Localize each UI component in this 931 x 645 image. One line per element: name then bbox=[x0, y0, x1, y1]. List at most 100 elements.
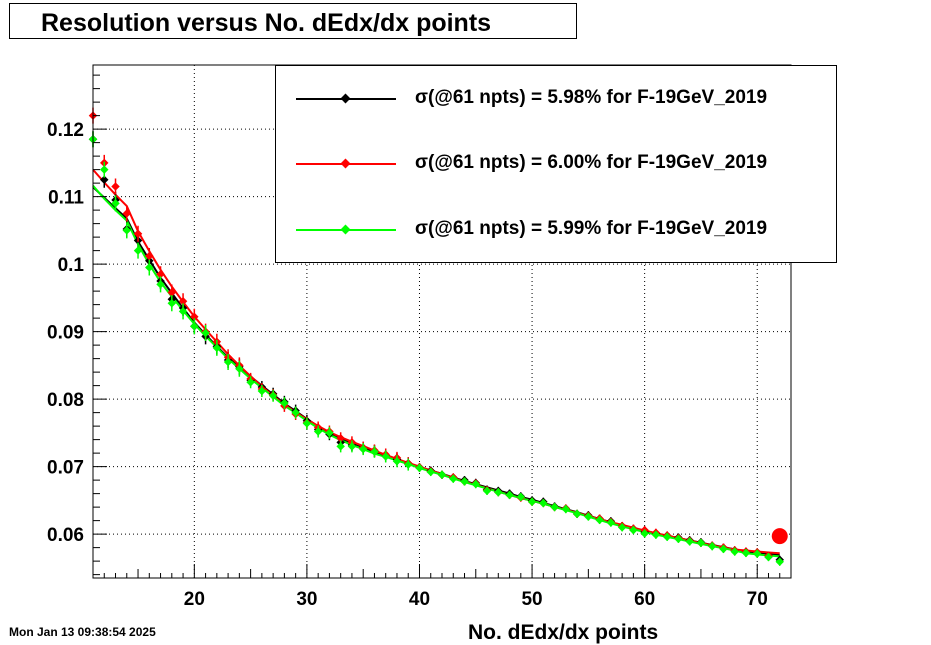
data-point bbox=[235, 364, 244, 373]
data-point bbox=[730, 547, 739, 556]
axis-ticks bbox=[92, 74, 792, 578]
legend-entry-black: σ(@61 npts) = 5.98% for F-19GeV_2019 bbox=[276, 84, 836, 114]
data-point bbox=[505, 490, 514, 500]
data-point bbox=[280, 398, 289, 408]
data-point bbox=[167, 299, 177, 308]
x-tick-label: 30 bbox=[296, 589, 317, 610]
data-point bbox=[268, 391, 278, 400]
x-tick-label: 50 bbox=[521, 589, 542, 610]
y-tick-label: 0.1 bbox=[58, 255, 85, 276]
data-point bbox=[617, 523, 627, 532]
legend-marker-red bbox=[340, 158, 351, 169]
data-point bbox=[201, 328, 210, 338]
data-point bbox=[190, 312, 199, 322]
legend-entry-red: σ(@61 npts) = 6.00% for F-19GeV_2019 bbox=[276, 149, 836, 179]
legend-label-red: σ(@61 npts) = 6.00% for F-19GeV_2019 bbox=[415, 152, 768, 173]
data-point bbox=[719, 544, 728, 554]
data-point bbox=[403, 460, 413, 469]
timestamp: Mon Jan 13 09:38:54 2025 bbox=[9, 625, 156, 639]
legend-label-black: σ(@61 npts) = 5.98% for F-19GeV_2019 bbox=[415, 87, 768, 108]
data-point bbox=[392, 456, 402, 466]
data-point bbox=[437, 470, 447, 479]
x-tick-label: 60 bbox=[634, 589, 655, 610]
data-point bbox=[606, 518, 616, 527]
data-point bbox=[145, 251, 154, 261]
data-point bbox=[246, 378, 255, 387]
data-point bbox=[415, 463, 424, 473]
y-tick-label: 0.09 bbox=[47, 323, 84, 344]
data-point bbox=[133, 229, 143, 238]
data-point bbox=[381, 452, 390, 461]
data-point bbox=[145, 263, 154, 272]
data-point bbox=[325, 428, 334, 438]
y-tick-label: 0.11 bbox=[48, 188, 84, 209]
data-point bbox=[595, 515, 604, 525]
data-point bbox=[651, 530, 661, 540]
data-point bbox=[527, 497, 537, 506]
data-point bbox=[550, 502, 559, 512]
data-points bbox=[88, 107, 788, 567]
legend-entry-green: σ(@61 npts) = 5.99% for F-19GeV_2019 bbox=[276, 215, 836, 245]
outlier-point bbox=[771, 528, 788, 545]
data-point bbox=[336, 442, 345, 451]
data-point bbox=[370, 447, 379, 457]
data-point bbox=[572, 509, 582, 519]
data-point bbox=[460, 477, 469, 486]
data-point bbox=[122, 209, 132, 218]
legend: σ(@61 npts) = 5.98% for F-19GeV_2019 σ(@… bbox=[275, 65, 837, 263]
data-point bbox=[133, 246, 143, 255]
data-point bbox=[629, 525, 638, 535]
x-tick-label: 20 bbox=[184, 589, 205, 610]
data-point bbox=[223, 357, 233, 367]
legend-label-green: σ(@61 npts) = 5.99% for F-19GeV_2019 bbox=[415, 218, 768, 239]
data-point bbox=[257, 386, 267, 396]
x-axis-label: No. dEdx/dx points bbox=[468, 621, 658, 644]
legend-marker-black bbox=[340, 93, 351, 104]
data-point bbox=[313, 427, 323, 436]
data-point bbox=[707, 542, 717, 551]
data-point bbox=[347, 442, 357, 451]
data-point bbox=[178, 307, 188, 316]
data-point bbox=[741, 548, 751, 558]
data-point bbox=[167, 288, 177, 297]
y-tick-label: 0.06 bbox=[47, 525, 84, 546]
data-point bbox=[640, 529, 649, 538]
data-point bbox=[358, 444, 368, 454]
data-point bbox=[449, 474, 458, 484]
data-point bbox=[696, 538, 706, 548]
data-point bbox=[156, 270, 165, 279]
data-point bbox=[111, 182, 120, 191]
data-point bbox=[494, 488, 503, 497]
y-tick-label: 0.08 bbox=[47, 390, 84, 411]
data-point bbox=[482, 486, 492, 496]
data-point bbox=[178, 297, 188, 306]
data-point bbox=[111, 199, 120, 208]
data-point bbox=[662, 532, 672, 542]
data-point bbox=[212, 343, 222, 353]
data-point bbox=[190, 321, 199, 331]
x-tick-label: 40 bbox=[409, 589, 430, 610]
data-point bbox=[336, 434, 345, 443]
data-point bbox=[539, 498, 548, 508]
data-point bbox=[302, 419, 312, 428]
data-point bbox=[685, 537, 694, 546]
y-tick-label: 0.07 bbox=[47, 458, 84, 479]
data-point bbox=[291, 408, 300, 417]
data-point bbox=[775, 557, 784, 567]
data-point bbox=[764, 552, 773, 562]
data-point bbox=[100, 165, 109, 174]
axis-labels: 20 30 40 50 60 70 0.06 0.07 0.08 0.09 0.1 0.11 0.12 N… bbox=[47, 120, 768, 644]
y-tick-label: 0.12 bbox=[47, 120, 84, 141]
data-point bbox=[561, 504, 571, 514]
chart-title: Resolution versus No. dEdx/dx points bbox=[41, 9, 492, 37]
data-point bbox=[752, 549, 762, 558]
legend-marker-green bbox=[340, 224, 351, 235]
data-point bbox=[471, 479, 481, 489]
data-point bbox=[122, 226, 132, 235]
data-point bbox=[100, 175, 109, 184]
data-point bbox=[674, 534, 683, 544]
data-point bbox=[426, 467, 435, 477]
data-point bbox=[156, 280, 165, 289]
data-point bbox=[584, 512, 593, 521]
title-box: Resolution versus No. dEdx/dx points bbox=[9, 3, 577, 39]
